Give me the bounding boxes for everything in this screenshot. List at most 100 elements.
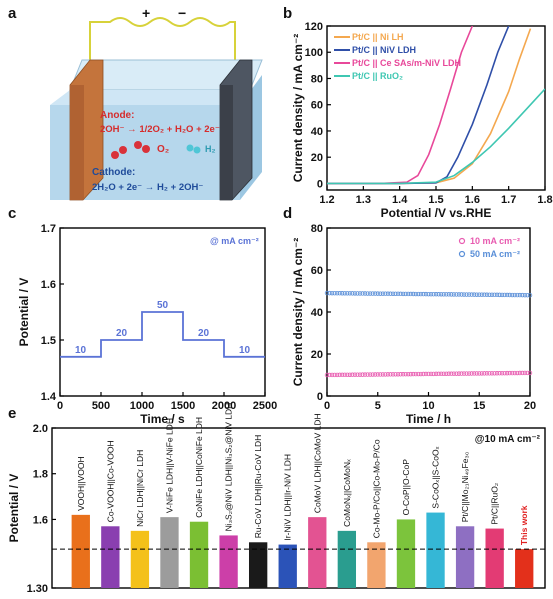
data-point (431, 371, 436, 377)
data-point (413, 291, 419, 297)
y-tick-label: 100 (305, 47, 323, 59)
data-point (515, 292, 520, 298)
data-point (408, 371, 413, 377)
data-point (517, 370, 523, 376)
data-point (421, 291, 426, 297)
data-point (385, 291, 391, 296)
data-point (327, 372, 332, 378)
data-point (334, 291, 340, 296)
data-point (454, 292, 459, 297)
bar (367, 542, 386, 588)
data-point (400, 291, 406, 297)
data-point (370, 291, 375, 296)
data-point (408, 291, 413, 297)
data-point (449, 292, 454, 297)
data-point (345, 291, 350, 296)
bar-category-label: CoNiFe LDH||CoNiFe LDH (194, 417, 204, 518)
data-point (464, 371, 469, 376)
data-point (497, 292, 502, 298)
data-point (456, 371, 462, 376)
bar (278, 544, 297, 588)
wire-icon (89, 17, 236, 60)
data-point (438, 292, 444, 297)
data-point (477, 371, 482, 376)
step-label: 20 (198, 328, 210, 339)
bar-category-label: Co-VOOH||Co-VOOH (105, 440, 115, 522)
data-point (512, 292, 517, 298)
data-point (484, 371, 490, 376)
data-point (365, 372, 370, 377)
data-point (525, 370, 530, 376)
data-point (494, 292, 500, 298)
bar (426, 512, 445, 588)
data-point (380, 372, 386, 377)
data-point (484, 292, 490, 297)
data-point (459, 292, 464, 297)
data-point (438, 371, 444, 377)
cathode-face (220, 85, 233, 200)
h2-bubble-icon (193, 146, 201, 154)
x-tick-label: 1.4 (392, 194, 408, 206)
x-axis-label: Time / s (140, 412, 185, 426)
data-point (504, 370, 510, 376)
o2-bubble-icon (119, 146, 127, 154)
data-point (492, 292, 497, 298)
o2-bubble-icon (142, 145, 150, 153)
bar-category-label: Ir-NiV LDH||Ir-NiV LDH (283, 454, 293, 541)
y-axis-label: Potential / V (17, 278, 31, 347)
data-point (456, 292, 462, 297)
y-axis-label: Current density / mA cm⁻² (291, 238, 305, 387)
data-point (446, 292, 451, 297)
data-point (403, 371, 408, 377)
data-point (352, 291, 358, 296)
data-point (433, 292, 439, 297)
data-point (520, 370, 525, 376)
bar-category-label: S-CoOₓ||S-CoOₓ (431, 446, 441, 508)
h2-bubble-icon (186, 144, 194, 152)
y-tick-label: 20 (311, 349, 323, 361)
data-point (413, 371, 419, 377)
data-point (423, 371, 429, 377)
data-point (416, 371, 421, 377)
data-point (489, 371, 495, 376)
data-point (459, 371, 464, 376)
anode-face (70, 85, 84, 200)
y-axis-label: Current density / mA cm⁻² (291, 34, 305, 183)
bar (130, 530, 150, 588)
data-point (360, 372, 365, 377)
data-point (327, 290, 332, 296)
data-point (461, 292, 467, 297)
data-point (502, 370, 507, 376)
data-point (324, 290, 330, 296)
data-point (411, 291, 416, 297)
data-point (347, 291, 353, 296)
x-tick-label: 0 (324, 400, 330, 412)
bar-category-label: This work (519, 505, 529, 545)
panel-label-a: a (8, 5, 17, 22)
anode-equation: 2OH⁻ → 1/2O₂ + H₂O + 2e⁻ (100, 124, 220, 135)
data-point (479, 292, 484, 297)
panel-label-e: e (8, 405, 16, 422)
step-line (60, 311, 265, 358)
y-axis-label: Potential / V (7, 474, 21, 543)
legend-entry: Pt/C || Ni LH (352, 32, 404, 42)
bar (219, 535, 238, 588)
data-point (375, 372, 380, 377)
data-point (367, 291, 373, 296)
bar (71, 514, 90, 588)
data-point (411, 371, 416, 377)
legend-entry: Pt/C || Ce SAs/m-NiV LDH (352, 58, 461, 68)
x-tick-label: 0 (57, 400, 63, 412)
data-point (482, 292, 487, 297)
data-point (426, 371, 431, 377)
data-point (441, 292, 446, 297)
data-point (332, 372, 337, 378)
bar-category-label: NiCr LDH||NiCr LDH (135, 450, 145, 527)
data-point (350, 372, 355, 377)
data-point (340, 372, 345, 378)
legend-entry: Pt/C || NiV LDH (352, 45, 416, 55)
legend-entry: 10 mA cm⁻² (470, 236, 520, 246)
data-point (416, 291, 421, 297)
data-point (451, 292, 457, 297)
bar-category-label: O-CoP||O-CoP (401, 459, 411, 516)
